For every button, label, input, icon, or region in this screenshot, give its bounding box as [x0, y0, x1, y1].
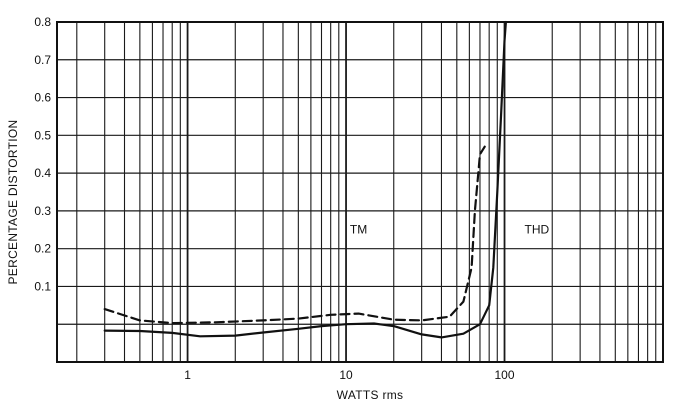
series-line-tm	[103, 145, 486, 325]
y-axis-title: PERCENTAGE DISTORTION	[6, 120, 20, 285]
x-tick-label: 1	[184, 368, 191, 382]
y-tick-label: 0.7	[34, 53, 51, 67]
annotation-thd: THD	[525, 223, 550, 237]
plot-frame	[56, 21, 664, 363]
series-layer	[103, 20, 507, 339]
y-tick-label: 0.4	[34, 166, 51, 180]
annotation-tm: TM	[350, 223, 367, 237]
grid	[57, 21, 664, 363]
x-tick-label: 10	[339, 368, 353, 382]
annotations: TM THD	[350, 223, 550, 237]
y-tick-label: 0.5	[34, 128, 51, 142]
x-axis-title: WATTS rms	[337, 388, 404, 402]
x-tick-label: 100	[495, 368, 515, 382]
tick-labels: 0.1 0.2 0.3 0.4 0.5 0.6 0.7 0.8 1 10 100	[34, 15, 515, 382]
y-tick-label: 0.6	[34, 91, 51, 105]
y-tick-label: 0.2	[34, 242, 51, 256]
y-tick-label: 0.3	[34, 204, 51, 218]
y-tick-label: 0.1	[34, 279, 51, 293]
y-tick-label: 0.8	[34, 15, 51, 29]
series-line-thd	[103, 20, 507, 339]
